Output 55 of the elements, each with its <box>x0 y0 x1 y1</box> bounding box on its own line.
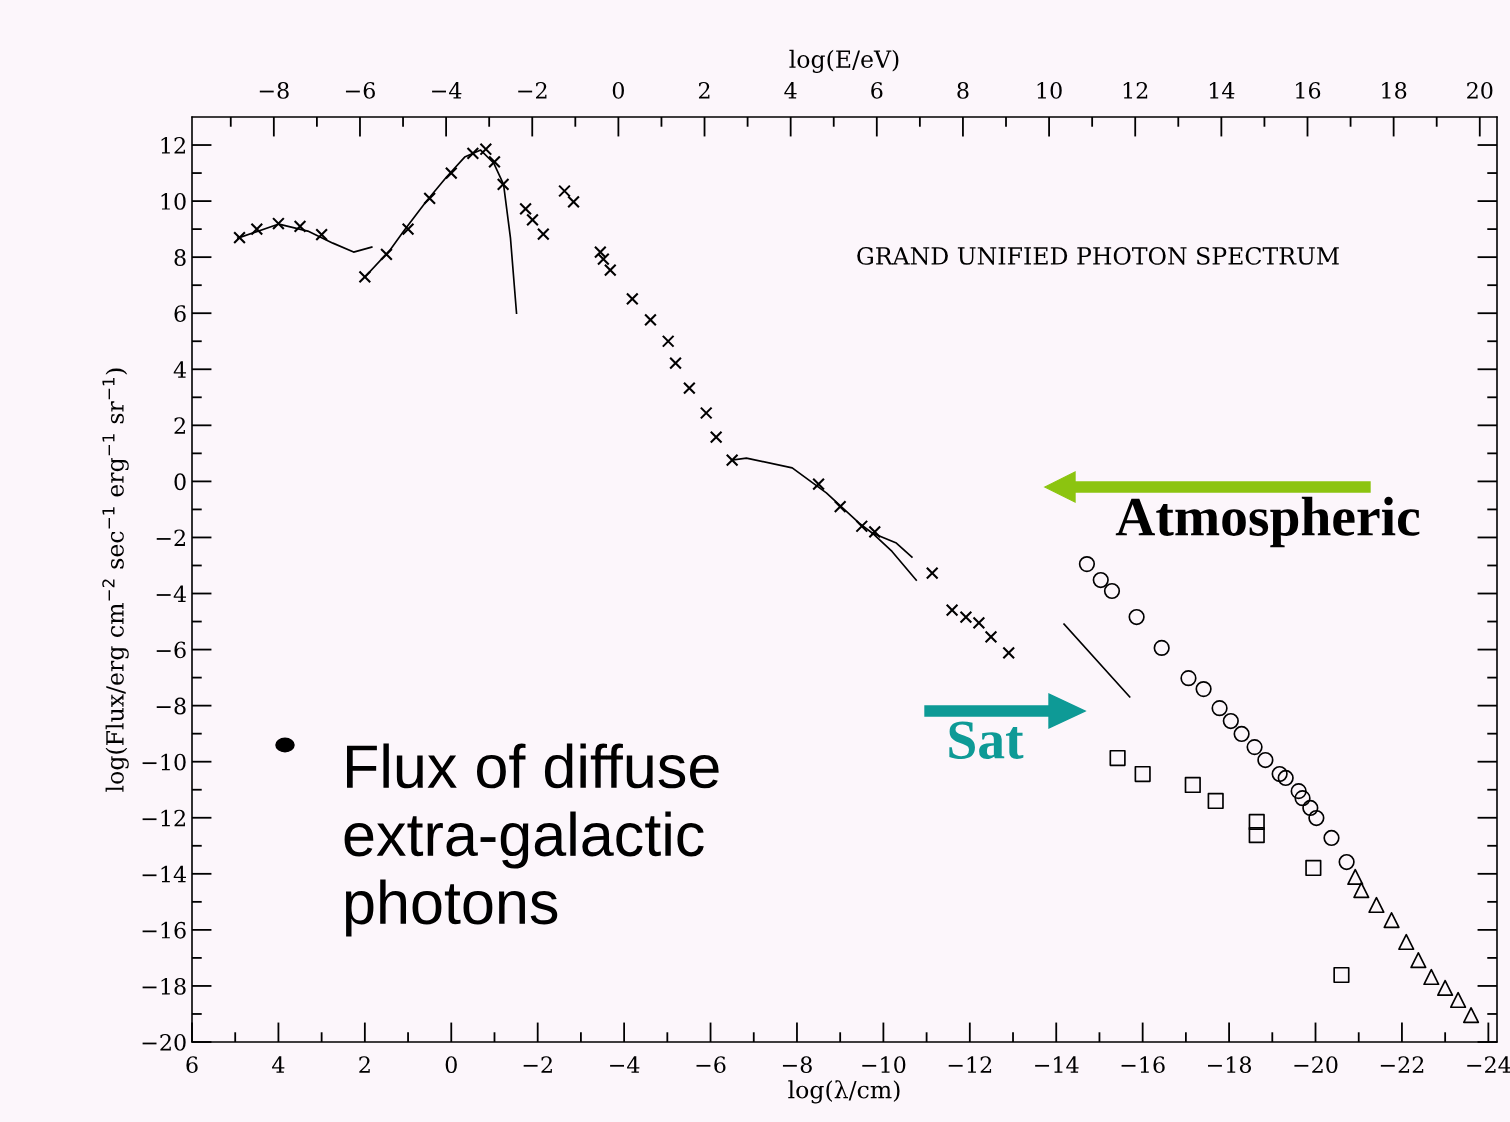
x2-tick-label: 18 <box>1382 82 1407 99</box>
y-tick-label: 6 <box>174 305 186 322</box>
y-tick-label: −18 <box>142 977 186 995</box>
y-tick-label: −4 <box>156 585 187 602</box>
x2-tick-label: 16 <box>1296 82 1321 99</box>
y-tick-label: −14 <box>142 865 187 883</box>
x2-tick-label: 14 <box>1209 82 1235 99</box>
annotation: Sat <box>949 721 1024 759</box>
x2-tick-label: 8 <box>957 82 969 99</box>
y-tick-label: −12 <box>142 809 185 827</box>
y-tick-label: 10 <box>161 193 186 210</box>
x2-tick-label: −8 <box>259 82 289 99</box>
x-tick-label: −12 <box>948 1056 992 1073</box>
y-tick-label: 4 <box>173 361 187 378</box>
y-tick-label: 0 <box>174 473 186 491</box>
x-tick-label: 6 <box>186 1056 198 1074</box>
x2-tick-label: 0 <box>612 82 624 99</box>
x-tick-label: −4 <box>610 1056 640 1073</box>
x2-tick-label: 12 <box>1123 82 1148 99</box>
x-tick-label: −2 <box>523 1056 552 1073</box>
y-tick-label: −16 <box>142 921 186 939</box>
text: GRAND UNIFIED PHOTON SPECTRUM <box>857 246 1339 265</box>
annotation: Flux of diffuse extra-galactic photons <box>344 743 719 937</box>
y-tick-label: 12 <box>161 136 185 154</box>
x2-tick-label: 6 <box>871 82 883 99</box>
x2-axis-title: log(E/eV) <box>789 49 899 73</box>
x-tick-label: 4 <box>272 1056 285 1073</box>
y-tick-label: −20 <box>142 1033 186 1051</box>
text: log(Flux/erg cm$^{−2}$ sec$^{−1}$ erg$^{−1}$ sr$^{−1}$) <box>102 368 129 792</box>
x2-tick-label: 10 <box>1037 82 1062 99</box>
x-tick-label: −18 <box>1207 1056 1252 1074</box>
x-tick-label: −24 <box>1467 1056 1510 1073</box>
y-tick-label: −8 <box>156 697 186 715</box>
x-tick-label: 2 <box>359 1056 370 1073</box>
y-tick-label: −2 <box>156 529 185 546</box>
annotation: Atmospheric <box>1115 496 1420 548</box>
x-axis-title: log(λ/cm) <box>788 1080 900 1104</box>
y-tick-label: 2 <box>174 417 185 434</box>
x-tick-label: −16 <box>1121 1056 1165 1074</box>
x2-tick-label: −4 <box>432 82 462 99</box>
x2-tick-label: −6 <box>345 82 375 99</box>
y-tick-label: 8 <box>174 249 186 266</box>
y-tick-label: −6 <box>156 641 186 659</box>
x-tick-label: −10 <box>862 1056 906 1074</box>
y-tick-label: −10 <box>142 753 186 771</box>
x-tick-label: −20 <box>1294 1056 1338 1074</box>
x2-tick-label: 2 <box>698 82 710 99</box>
x-tick-label: −8 <box>782 1056 812 1074</box>
x2-tick-label: 20 <box>1467 82 1493 99</box>
x-tick-label: −14 <box>1035 1056 1079 1073</box>
x2-tick-label: −2 <box>518 82 547 99</box>
x-tick-label: 0 <box>445 1056 457 1074</box>
x-tick-label: −22 <box>1380 1056 1424 1073</box>
x2-tick-label: 4 <box>784 82 797 99</box>
x-tick-label: −6 <box>696 1056 726 1074</box>
